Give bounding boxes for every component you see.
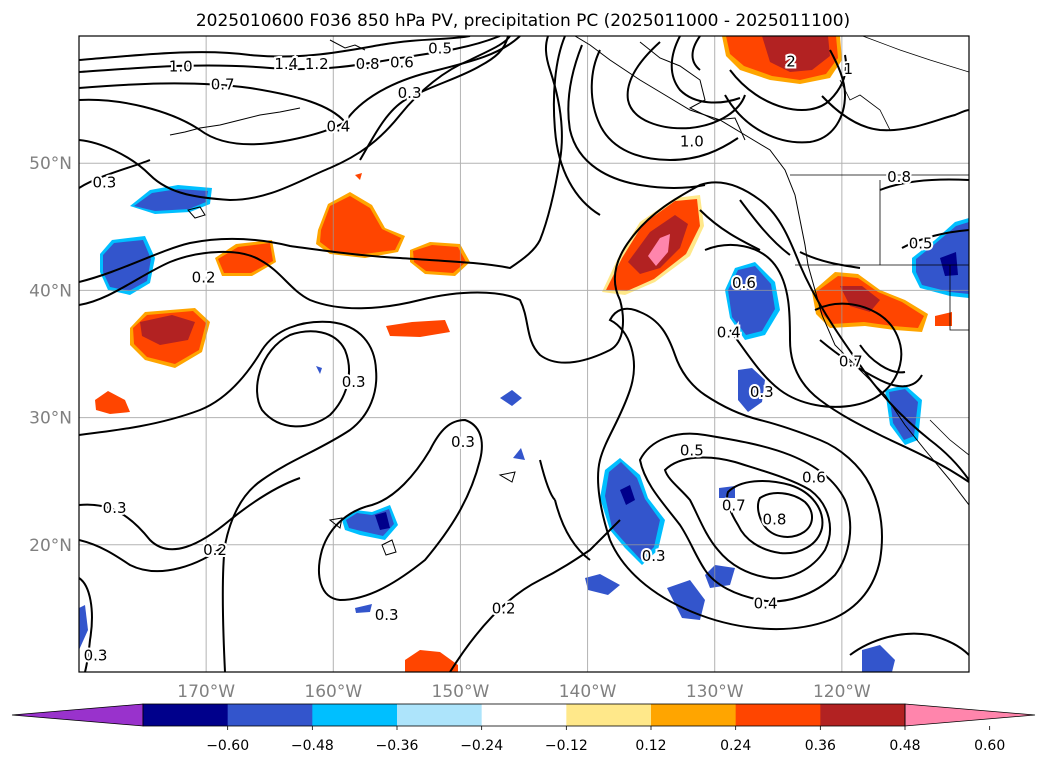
- contour-label: 0.6: [732, 274, 756, 292]
- colorbar-extend-min: [11, 703, 144, 727]
- colorbar-swatch: [143, 704, 229, 726]
- colorbar-swatch: [227, 704, 313, 726]
- figure-title: 2025010600 F036 850 hPa PV, precipitatio…: [196, 11, 850, 31]
- contour-label: 0.3: [398, 84, 422, 102]
- contour-label: 0.2: [203, 541, 227, 559]
- colorbar-swatch: [481, 704, 567, 726]
- contour-label: 0.3: [342, 373, 366, 391]
- contour-label: 0.5: [680, 442, 704, 460]
- contour-label: 0.8: [356, 55, 380, 73]
- colorbar-tick-label: −0.36: [376, 738, 419, 754]
- lat-tick-label: 20°N: [29, 536, 72, 556]
- contour-label: 1.4: [274, 55, 298, 73]
- colorbar-tick-label: −0.24: [460, 738, 503, 754]
- colorbar-tick-label: 0.48: [889, 738, 920, 754]
- colorbar-tick-label: 0.24: [720, 738, 751, 754]
- colorbar-tick-label: 0.12: [635, 738, 666, 754]
- contour-label: 0.2: [492, 599, 516, 617]
- lat-tick-label: 30°N: [29, 409, 72, 429]
- lon-tick-label: 150°W: [432, 682, 490, 702]
- contour-label: 0.7: [211, 75, 235, 93]
- lon-tick-label: 120°W: [813, 682, 871, 702]
- colorbar-swatch: [312, 704, 398, 726]
- colorbar-swatch: [566, 704, 652, 726]
- colorbar-tick-label: −0.12: [545, 738, 588, 754]
- colorbar-extend-max: [904, 703, 1036, 727]
- latitude-labels: 20°N 30°N 40°N 50°N: [29, 154, 72, 556]
- lon-tick-label: 130°W: [686, 682, 744, 702]
- map-background: [79, 36, 969, 672]
- contour-label: 1.2: [305, 55, 329, 73]
- pv-contour-labels: 1.0 0.7 1.4 1.2 0.8 0.6 0.5 0.3 0.4 0.3 0.2 0.3 0.3 0…: [82, 38, 935, 667]
- contour-label: 0.3: [642, 547, 666, 565]
- colorbar-swatch: [820, 704, 906, 726]
- contour-label: 0.3: [375, 606, 399, 624]
- longitude-labels: 170°W 160°W 150°W 140°W 130°W 120°W: [177, 682, 871, 702]
- precip-positive-blobs: [95, 36, 952, 672]
- precip-negative-blobs: [79, 185, 969, 672]
- contour-label: 0.3: [84, 646, 108, 664]
- contour-label: 0.4: [326, 117, 350, 135]
- precipitation-shading: [79, 36, 969, 672]
- contour-label: 0.4: [754, 594, 778, 612]
- contour-label: 0.5: [909, 234, 933, 252]
- lat-tick-label: 40°N: [29, 281, 72, 301]
- contour-label: 0.3: [451, 433, 475, 451]
- lon-tick-label: 140°W: [559, 682, 617, 702]
- lon-tick-label: 160°W: [304, 682, 362, 702]
- colorbar-swatch: [397, 704, 483, 726]
- contour-label: 0.5: [428, 40, 452, 58]
- contour-label: 0.3: [750, 383, 774, 401]
- contour-label: 0.3: [92, 173, 116, 191]
- contour-label: 2: [786, 52, 796, 70]
- contour-label: 1: [843, 60, 853, 78]
- colorbar-swatch: [735, 704, 821, 726]
- contour-label: 1.0: [169, 58, 193, 76]
- contour-label: 0.4: [717, 323, 741, 341]
- map-frame: [78, 35, 970, 673]
- colorbar-tick-label: 0.36: [805, 738, 836, 754]
- coastlines: [169, 36, 969, 556]
- lon-tick-label: 170°W: [177, 682, 235, 702]
- colorbar: −0.60 −0.48 −0.36 −0.24 −0.12 0.12 0.24 0.36 0.4…: [11, 703, 1036, 754]
- contour-label: 1.0: [680, 133, 704, 151]
- lat-tick-label: 50°N: [29, 154, 72, 174]
- colorbar-swatch: [651, 704, 737, 726]
- colorbar-tick-label: −0.60: [206, 738, 249, 754]
- contour-label: 0.7: [839, 353, 863, 371]
- contour-label: 0.3: [103, 499, 127, 517]
- colorbar-tick-label: −0.48: [291, 738, 334, 754]
- contour-label: 0.2: [192, 269, 216, 287]
- contour-label: 0.6: [802, 468, 826, 486]
- contour-label: 0.7: [722, 496, 746, 514]
- colorbar-outline: [142, 703, 906, 727]
- colorbar-tick-label: 0.60: [974, 738, 1005, 754]
- contour-label: 0.6: [390, 54, 414, 72]
- contour-label: 0.8: [763, 510, 787, 528]
- pv-contours: [79, 36, 969, 672]
- contour-label: 0.8: [887, 168, 911, 186]
